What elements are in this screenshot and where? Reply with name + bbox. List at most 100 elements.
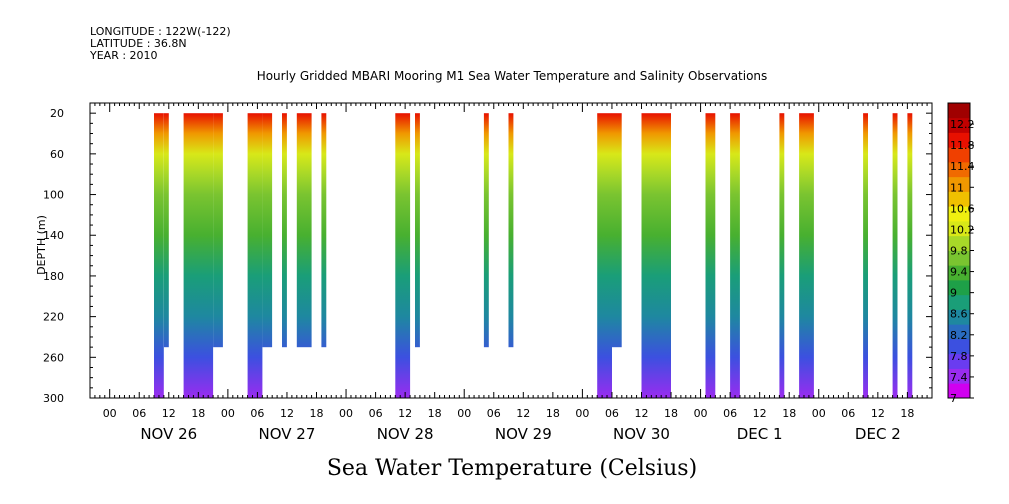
x-tick-label: 18 (900, 407, 914, 420)
x-tick-label: 06 (723, 407, 737, 420)
observation-block (262, 113, 273, 348)
colorbar-swatch (948, 147, 970, 163)
y-axis-title: DEPTH (m) (35, 215, 48, 275)
x-day-label: NOV 27 (259, 425, 316, 443)
observation-block (247, 113, 263, 398)
y-tick-label: 140 (43, 229, 64, 242)
colorbar-swatch (948, 280, 970, 296)
colorbar-label: 11.8 (950, 139, 975, 152)
colorbar-label: 9.4 (950, 266, 968, 279)
x-tick-label: 18 (664, 407, 678, 420)
x-tick-label: 00 (457, 407, 471, 420)
colorbar-label: 12.2 (950, 118, 975, 131)
colorbar-swatch (948, 103, 970, 119)
colorbar-swatch (948, 309, 970, 325)
colorbar-swatch (948, 294, 970, 310)
x-day-label: NOV 30 (613, 425, 670, 443)
x-tick-label: 06 (487, 407, 501, 420)
colorbar-label: 7.8 (950, 350, 968, 363)
y-tick-label: 60 (50, 148, 64, 161)
longitude-label: LONGITUDE : 122W(-122) (90, 25, 231, 38)
x-day-label: NOV 29 (495, 425, 552, 443)
colorbar-label: 11 (950, 181, 964, 194)
colorbar-swatch (948, 265, 970, 281)
colorbar-swatch (948, 206, 970, 222)
x-tick-label: 18 (310, 407, 324, 420)
colorbar: 7 7.4 7.8 8.2 8.6 9 9.4 9.8 10.2 10.6 11 11.4 11.8 12… (947, 102, 975, 405)
x-tick-label: 12 (162, 407, 176, 420)
colorbar-label: 10.2 (950, 223, 975, 236)
x-tick-label: 00 (221, 407, 235, 420)
observation-block (183, 113, 214, 398)
observation-block (863, 113, 868, 398)
chart-title: Hourly Gridded MBARI Mooring M1 Sea Wate… (257, 69, 768, 83)
plot-frame (89, 102, 933, 399)
y-tick-label: 300 (43, 392, 64, 405)
colorbar-label: 10.6 (950, 202, 975, 215)
y-tick-label: 260 (43, 351, 64, 364)
colorbar-label: 9.8 (950, 245, 968, 258)
colorbar-swatch (948, 162, 970, 178)
x-tick-label: 06 (132, 407, 146, 420)
observation-block (483, 113, 489, 348)
x-tick-label: 12 (398, 407, 412, 420)
colorbar-swatch (948, 221, 970, 237)
x-tick-label: 06 (369, 407, 383, 420)
colorbar-label: 7 (950, 392, 957, 405)
colorbar-label: 8.2 (950, 329, 968, 342)
x-axis-title: Sea Water Temperature (Celsius) (327, 456, 697, 481)
observation-blocks (154, 113, 913, 398)
latitude-label: LATITUDE : 36.8N (90, 37, 187, 50)
x-day-label: NOV 26 (140, 425, 197, 443)
colorbar-swatch (948, 353, 970, 369)
y-axis: 20 60 100 140 180 220 260 300 (43, 102, 932, 405)
colorbar-swatch (948, 368, 970, 384)
colorbar-swatch (948, 235, 970, 251)
x-tick-label: 12 (280, 407, 294, 420)
y-tick-label: 220 (43, 311, 64, 324)
colorbar-swatch (948, 250, 970, 266)
x-tick-label: 06 (841, 407, 855, 420)
x-tick-label: 00 (575, 407, 589, 420)
x-tick-label: 12 (634, 407, 648, 420)
x-day-label: DEC 2 (855, 425, 901, 443)
x-tick-label: 12 (516, 407, 530, 420)
observation-block (799, 113, 814, 398)
observation-block (395, 113, 411, 398)
y-tick-label: 180 (43, 270, 64, 283)
x-tick-label: 18 (191, 407, 205, 420)
observation-block (892, 113, 898, 398)
observation-block (907, 113, 913, 398)
y-tick-label: 20 (50, 107, 64, 120)
x-tick-label: 18 (546, 407, 560, 420)
colorbar-label: 9 (950, 287, 957, 300)
observation-block (321, 113, 327, 348)
colorbar-label: 7.4 (950, 371, 968, 384)
x-tick-label: 18 (428, 407, 442, 420)
colorbar-label: 8.6 (950, 308, 968, 321)
x-tick-label: 12 (871, 407, 885, 420)
x-tick-label: 06 (605, 407, 619, 420)
colorbar-swatch (948, 132, 970, 148)
colorbar-swatch (948, 191, 970, 207)
x-tick-label: 00 (694, 407, 708, 420)
y-tick-label: 100 (43, 189, 64, 202)
colorbar-swatch (948, 339, 970, 355)
observation-block (163, 113, 169, 348)
colorbar-label: 11.4 (950, 160, 975, 173)
observation-block (705, 113, 716, 398)
x-tick-label: 12 (753, 407, 767, 420)
colorbar-swatch (948, 324, 970, 340)
observation-block (779, 113, 785, 398)
observation-block (508, 113, 514, 348)
observation-block (296, 113, 312, 348)
x-tick-label: 00 (812, 407, 826, 420)
x-tick-label: 00 (339, 407, 353, 420)
x-day-label: DEC 1 (737, 425, 783, 443)
x-tick-label: 18 (782, 407, 796, 420)
observation-block (213, 113, 223, 348)
colorbar-swatch (948, 117, 970, 133)
observation-block (282, 113, 287, 348)
colorbar-swatch (948, 176, 970, 192)
